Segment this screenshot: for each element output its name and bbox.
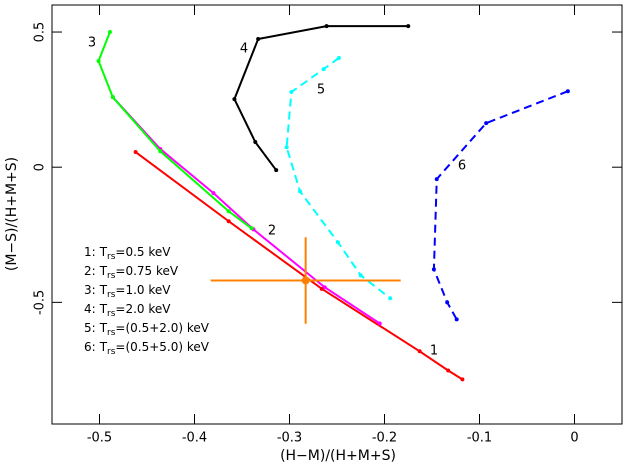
data-point <box>256 37 261 42</box>
y-tick-label: 0 <box>33 163 48 171</box>
x-tick-label: 0 <box>570 431 578 446</box>
data-point <box>406 24 411 29</box>
y-tick-label: 0.5 <box>33 22 48 43</box>
data-point <box>565 89 570 94</box>
series-label: 3 <box>88 36 96 51</box>
series-label: 5 <box>317 83 325 98</box>
data-point <box>274 168 279 173</box>
legend-key: 6: <box>84 340 96 354</box>
data-point <box>446 368 451 373</box>
legend-text: =(0.5+2.0) keV <box>115 321 209 335</box>
legend-key: 4: <box>84 302 96 316</box>
data-point <box>431 267 436 272</box>
legend-key: 5: <box>84 321 96 335</box>
data-point <box>484 121 489 126</box>
legend-text: =(0.5+5.0) keV <box>115 340 209 354</box>
data-point <box>289 90 294 95</box>
x-axis-title: (H−M)/(H+M+S) <box>280 448 396 464</box>
legend-symbol: T <box>99 340 108 354</box>
legend-text: =0.75 keV <box>115 264 178 278</box>
data-point <box>322 285 327 290</box>
legend-entry: 6: Trs=(0.5+5.0) keV <box>84 340 210 357</box>
legend-text: =1.0 keV <box>115 283 171 297</box>
legend-symbol: T <box>99 321 108 335</box>
data-point <box>336 55 341 60</box>
legend-text: =2.0 keV <box>115 302 171 316</box>
data-point <box>133 150 138 155</box>
legend-entry: 5: Trs=(0.5+2.0) keV <box>84 321 210 338</box>
y-tick-label: -0.5 <box>33 290 48 315</box>
legend-symbol: T <box>99 283 108 297</box>
x-tick-label: -0.3 <box>277 431 302 446</box>
data-point <box>434 177 439 182</box>
x-tick-label: -0.5 <box>87 431 112 446</box>
series-line <box>285 57 391 300</box>
observed-point <box>301 276 310 285</box>
series-line <box>97 31 253 230</box>
data-point <box>297 189 302 194</box>
legend-subscript: rs <box>107 328 116 338</box>
data-point <box>96 58 101 63</box>
legend-entry: 1: Trs=0.5 keV <box>84 245 171 262</box>
series-line <box>135 151 463 381</box>
x-tick-label: -0.1 <box>467 431 492 446</box>
legend-symbol: T <box>99 245 108 259</box>
legend-key: 1: <box>84 245 96 259</box>
data-point <box>211 191 216 196</box>
plot-frame <box>51 4 623 425</box>
series-label: 6 <box>458 159 466 174</box>
data-point <box>417 349 422 354</box>
data-point <box>460 377 465 382</box>
legend-symbol: T <box>99 264 108 278</box>
data-point <box>158 149 163 154</box>
series-label: 1 <box>430 344 438 359</box>
legend-entry: 4: Trs=2.0 keV <box>84 302 171 319</box>
legend-subscript: rs <box>107 290 116 300</box>
data-point <box>110 95 115 100</box>
data-point <box>226 209 231 214</box>
data-point <box>107 30 112 35</box>
legend-entry: 2: Trs=0.75 keV <box>84 264 179 281</box>
legend-subscript: rs <box>107 271 116 281</box>
data-point <box>335 240 340 245</box>
data-point <box>324 24 329 29</box>
legend-subscript: rs <box>107 309 116 319</box>
data-point <box>253 140 258 145</box>
data-point <box>249 226 254 231</box>
data-point <box>377 321 382 326</box>
legend-symbol: T <box>99 302 108 316</box>
data-point <box>445 300 450 305</box>
series-label: 2 <box>268 224 276 239</box>
legend-text: =0.5 keV <box>115 245 171 259</box>
data-point <box>226 219 231 224</box>
series-line <box>432 90 569 320</box>
legend-subscript: rs <box>107 347 116 357</box>
series-label: 4 <box>240 42 248 57</box>
data-point <box>388 296 393 301</box>
data-point <box>284 145 289 150</box>
series-line <box>233 25 409 171</box>
data-point <box>454 317 459 322</box>
legend-entry: 3: Trs=1.0 keV <box>84 283 171 300</box>
data-point <box>232 97 237 102</box>
x-tick-label: -0.4 <box>182 431 207 446</box>
data-point <box>321 67 326 72</box>
x-tick-label: -0.2 <box>372 431 397 446</box>
series-line <box>112 96 381 325</box>
legend-key: 3: <box>84 283 96 297</box>
y-axis-title: (M−S)/(H+M+S) <box>4 157 20 271</box>
data-point <box>358 273 363 278</box>
legend-subscript: rs <box>107 252 116 262</box>
legend-key: 2: <box>84 264 96 278</box>
